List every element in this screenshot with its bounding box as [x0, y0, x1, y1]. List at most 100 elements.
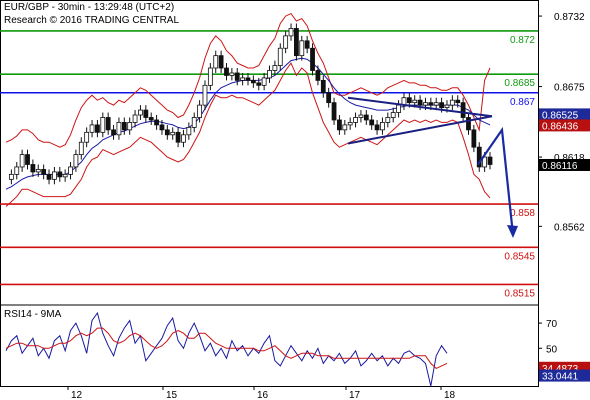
candle-body-23: [127, 122, 133, 131]
candle-body-9: [52, 171, 57, 180]
candle-body-2: [14, 166, 20, 175]
candle-body-51: [277, 47, 283, 66]
price-tag-bg-2: [539, 158, 590, 171]
candle-body-27: [148, 117, 154, 121]
candle-body-81: [439, 102, 445, 108]
candle-body-59: [320, 79, 326, 94]
candle-body-64: [347, 122, 353, 126]
candle-body-28: [154, 119, 159, 126]
rsi-tag-label-1: 33.0441: [542, 372, 579, 383]
candle-body-39: [213, 55, 219, 69]
candle-body-48: [261, 77, 267, 86]
bollinger-upper-line: [5, 12, 491, 148]
forecast-arrow-head: [507, 224, 518, 238]
candle-body-55: [299, 40, 305, 57]
candle-body-11: [62, 173, 68, 178]
candle-body-78: [423, 102, 428, 106]
candle-body-50: [272, 65, 278, 71]
price-tick-label-2: 0.8618: [554, 153, 585, 164]
candle-body-15: [84, 131, 90, 143]
candle-body-86: [466, 117, 471, 131]
candle-body-69: [374, 124, 380, 131]
rsi-tick-label-0: 70: [546, 319, 558, 330]
candle-body-44: [240, 77, 246, 81]
candle-body-35: [191, 117, 197, 128]
candle-body-22: [121, 122, 127, 131]
price-tag-bg-0: [539, 108, 590, 121]
candle-body-66: [358, 114, 364, 118]
candle-body-10: [57, 171, 63, 178]
candle-body-76: [412, 99, 418, 104]
candle-body-47: [256, 82, 262, 86]
candle-body-70: [380, 122, 385, 131]
chart-frame: [0, 0, 539, 387]
day-label-0: 12: [71, 390, 83, 400]
candle-body-37: [202, 84, 208, 106]
candle-body-90: [487, 156, 493, 165]
candle-body-54: [293, 28, 299, 57]
price-tick-label-0: 0.8732: [554, 12, 585, 23]
rsi-line: [5, 311, 448, 387]
candle-body-62: [337, 119, 342, 131]
level-label-4: 0.8545: [504, 251, 535, 262]
day-label-3: 17: [349, 390, 361, 400]
candle-body-29: [159, 124, 165, 131]
day-label-1: 15: [166, 390, 178, 400]
price-tag-label-0: 0.86525: [542, 110, 579, 121]
candle-body-25: [138, 109, 143, 116]
candle-body-65: [353, 117, 358, 123]
candle-body-8: [46, 173, 52, 180]
price-tick-label-3: 0.8562: [554, 222, 585, 233]
candle-body-41: [224, 67, 229, 76]
candle-body-71: [385, 117, 391, 123]
candle-body-49: [267, 70, 272, 79]
triangle-upper-line: [347, 96, 493, 118]
candle-body-72: [390, 112, 396, 118]
candle-body-87: [471, 129, 477, 148]
level-label-5: 0.8515: [504, 288, 535, 299]
candle-body-79: [428, 102, 434, 106]
candle-body-53: [288, 28, 294, 37]
candle-body-61: [331, 102, 337, 121]
candle-body-6: [35, 169, 41, 173]
candle-body-60: [326, 92, 332, 104]
day-label-2: 16: [257, 390, 269, 400]
candle-body-45: [245, 77, 251, 81]
candle-body-32: [175, 131, 181, 143]
candle-body-4: [25, 154, 30, 165]
candle-body-40: [218, 55, 224, 69]
candle-body-36: [197, 104, 203, 118]
chart-symbol-header: EUR/GBP - 30min - 13:29:48 (UTC+2): [4, 2, 175, 13]
candle-body-68: [369, 119, 375, 126]
candle-body-19: [105, 117, 111, 131]
price-tag-label-2: 0.86116: [542, 161, 578, 172]
candle-body-67: [363, 114, 369, 121]
candle-body-42: [229, 72, 235, 76]
candle-body-30: [164, 129, 170, 136]
candle-body-88: [476, 146, 482, 168]
candle-body-77: [417, 99, 423, 106]
rsi-tag-label-0: 34.4873: [542, 364, 579, 375]
candle-body-89: [482, 156, 488, 168]
candle-body-57: [310, 47, 315, 71]
candle-body-75: [406, 97, 412, 104]
level-label-2: 0.867: [510, 97, 535, 108]
candle-body-21: [116, 122, 122, 136]
level-label-3: 0.858: [510, 208, 535, 219]
candle-body-5: [30, 164, 36, 173]
price-tag-label-1: 0.86436: [542, 121, 579, 132]
level-label-1: 0.8685: [504, 78, 535, 89]
candle-body-83: [449, 99, 455, 106]
candle-body-63: [342, 124, 348, 131]
rsi-ma-line: [5, 327, 448, 369]
bollinger-lower-line: [5, 62, 491, 207]
candle-body-16: [89, 124, 95, 133]
candle-body-85: [460, 102, 466, 118]
candle-body-38: [207, 67, 213, 86]
forecast-arrow-line: [477, 126, 515, 236]
candle-body-7: [41, 169, 47, 175]
candle-body-18: [100, 117, 106, 133]
candle-body-24: [132, 114, 138, 123]
candle-body-34: [186, 126, 192, 136]
